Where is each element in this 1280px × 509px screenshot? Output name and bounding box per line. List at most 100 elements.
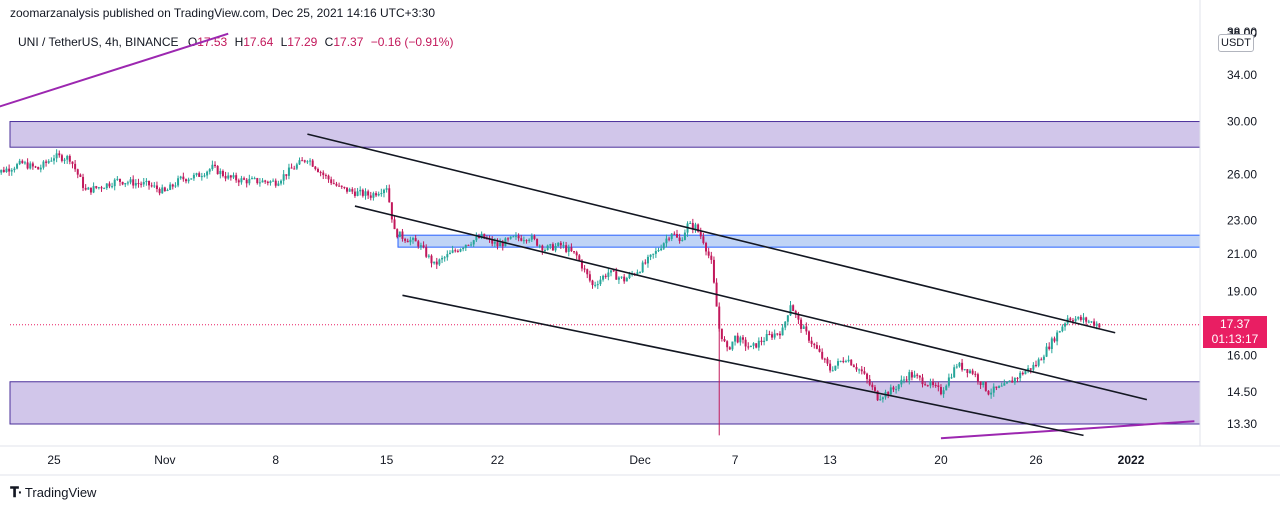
candle-body — [662, 243, 665, 249]
zone-0 — [9, 121, 1201, 148]
candle-body — [126, 182, 129, 184]
candle-body — [620, 276, 623, 278]
candle-body — [53, 158, 55, 161]
x-tick-label: 20 — [934, 453, 948, 467]
currency-unit-button[interactable]: USDT — [1218, 34, 1254, 52]
candle-body — [16, 164, 19, 169]
candle-body — [863, 371, 866, 374]
candle-body — [287, 167, 290, 176]
y-tick-label: 21.00 — [1227, 247, 1257, 261]
candle-body — [879, 399, 882, 401]
candle-body — [1050, 338, 1053, 350]
candle-body — [1011, 380, 1014, 383]
y-tick-label: 30.00 — [1227, 115, 1257, 129]
candle-body — [644, 262, 647, 264]
candle-body — [499, 242, 502, 247]
y-tick-label: 34.00 — [1227, 68, 1257, 82]
candle-body — [1071, 320, 1074, 322]
candle-body — [625, 278, 628, 282]
candle-body — [749, 345, 752, 348]
candle-body — [807, 331, 810, 341]
candle-body — [1061, 326, 1064, 332]
candle-body — [939, 386, 942, 395]
candle-body — [570, 247, 573, 252]
candle-body — [562, 245, 565, 247]
candle-body — [541, 245, 544, 251]
candle-body — [932, 381, 935, 385]
candle-body — [13, 168, 16, 171]
candle-body — [264, 180, 267, 182]
candle-body — [322, 172, 325, 176]
candle-body — [855, 367, 858, 370]
candle-body — [250, 178, 253, 180]
candle-body — [670, 233, 673, 239]
bar-countdown: 01:13:17 — [1211, 332, 1259, 346]
candle-body — [459, 249, 462, 252]
candle-body — [1032, 364, 1035, 370]
candle-body — [910, 372, 913, 378]
candle-body — [573, 251, 576, 253]
candle-body — [441, 258, 444, 260]
candle-body — [55, 153, 58, 159]
candle-body — [68, 155, 71, 162]
candle-body — [786, 315, 789, 322]
candle-body — [493, 242, 496, 244]
candle-body — [752, 343, 755, 346]
candle-body — [295, 164, 298, 169]
candle-body — [66, 155, 69, 160]
candle-body — [298, 160, 301, 165]
open-value: 17.53 — [197, 35, 228, 49]
candle-body — [837, 361, 840, 366]
zone-2 — [9, 381, 1201, 425]
footer-brand-text: TradingView — [24, 485, 97, 500]
footer-brand[interactable]: 𝐓∙ TradingView — [10, 484, 96, 501]
candle-body — [734, 335, 737, 342]
candle-body — [314, 166, 317, 170]
candle-body — [433, 261, 436, 264]
candle-body — [784, 321, 787, 328]
candle-body — [335, 183, 338, 186]
candle-body — [145, 180, 148, 183]
candle-body — [554, 245, 557, 251]
candle-body — [92, 186, 95, 193]
candle-body — [272, 180, 275, 182]
candle-body — [23, 162, 26, 164]
candle-body — [979, 381, 982, 386]
candle-body — [309, 160, 312, 162]
candle-body — [158, 189, 161, 194]
candle-body — [860, 369, 863, 372]
channel-line-4 — [402, 294, 1084, 437]
candle-body — [79, 174, 82, 177]
candle-body — [789, 305, 792, 316]
high-label: H — [234, 35, 244, 49]
symbol-name[interactable]: UNI / TetherUS, 4h, BINANCE — [18, 35, 179, 49]
candle-body — [525, 240, 528, 242]
candle-body — [277, 183, 280, 186]
x-tick-label: Nov — [154, 453, 175, 467]
low-label: L — [280, 35, 288, 49]
candle-body — [567, 247, 570, 252]
candle-body — [823, 358, 826, 360]
candle-body — [245, 179, 248, 184]
candle-body — [214, 164, 217, 167]
candle-body — [958, 362, 961, 367]
candle-body — [673, 233, 676, 235]
candle-body — [641, 262, 644, 273]
candle-body — [892, 387, 895, 390]
candle-body — [303, 160, 306, 162]
candle-body — [565, 245, 568, 252]
candle-body — [675, 234, 678, 238]
candle-body — [831, 370, 834, 372]
candle-body — [448, 252, 451, 255]
candle-body — [905, 379, 908, 381]
candle-body — [639, 272, 642, 274]
candle-body — [446, 254, 449, 258]
candle-body — [58, 153, 61, 156]
candle-body — [327, 175, 330, 180]
candle-body — [97, 187, 100, 189]
candle-body — [409, 239, 412, 243]
low-value: 17.29 — [287, 35, 318, 49]
candle-body — [464, 244, 467, 248]
candle-body — [557, 242, 560, 246]
